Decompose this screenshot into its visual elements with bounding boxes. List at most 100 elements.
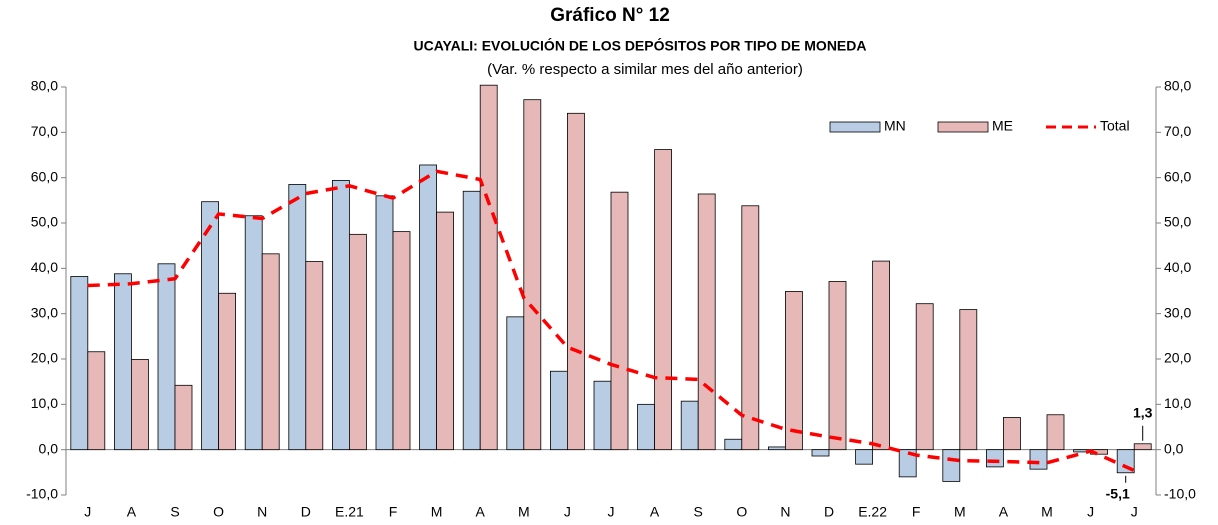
x-tick-label: F: [389, 504, 398, 520]
y2-tick-label: 0,0: [1164, 440, 1184, 456]
bar: [479, 84, 498, 451]
bar: [114, 273, 132, 451]
x-tick-label: S: [694, 504, 703, 520]
x-tick-label: J: [1087, 504, 1094, 520]
bar: [828, 281, 847, 451]
bar: [593, 380, 612, 451]
bar: [915, 303, 934, 451]
y-tick-label: 10,0: [31, 395, 58, 411]
bar: [898, 449, 917, 478]
legend-swatch: [937, 121, 989, 133]
x-tick-label: M: [954, 504, 966, 520]
x-tick-label: J: [564, 504, 571, 520]
bar: [348, 233, 367, 451]
bar: [130, 359, 149, 451]
bar: [855, 449, 873, 465]
chart-subtitle: UCAYALI: EVOLUCIÓN DE LOS DEPÓSITOS POR …: [414, 37, 867, 54]
x-tick-label: D: [824, 504, 834, 520]
bar: [654, 149, 672, 451]
bar: [741, 205, 760, 451]
data-label: 1,3: [1133, 404, 1153, 420]
bar: [1046, 414, 1065, 451]
bar: [637, 403, 655, 451]
x-tick-label: J: [84, 504, 91, 520]
x-tick-label: J: [1131, 504, 1138, 520]
bar: [872, 260, 890, 451]
x-tick-label: D: [301, 504, 311, 520]
bar: [506, 316, 525, 451]
bar: [392, 231, 411, 451]
bar: [70, 276, 89, 451]
bar: [174, 384, 193, 451]
bar: [261, 253, 280, 451]
bar: [462, 190, 481, 451]
bar: [724, 438, 743, 451]
x-tick-label: O: [213, 504, 224, 520]
bar: [986, 449, 1004, 468]
bar: [1003, 417, 1021, 451]
data-label: -5,1: [1106, 485, 1130, 501]
y-tick-label: 60,0: [31, 168, 58, 184]
bar: [244, 215, 263, 451]
total-line: [87, 169, 1135, 473]
y2-tick-label: 30,0: [1164, 304, 1191, 320]
bar: [680, 400, 699, 451]
bar: [375, 195, 394, 451]
x-tick-label: A: [476, 504, 486, 520]
x-tick-label: M: [518, 504, 530, 520]
x-tick-label: E.21: [335, 504, 364, 520]
x-tick-label: A: [650, 504, 660, 520]
bar: [959, 309, 978, 451]
bar: [785, 291, 803, 451]
x-tick-label: E.22: [858, 504, 887, 520]
y-tick-label: 30,0: [31, 304, 58, 320]
y-tick-label: 80,0: [31, 78, 58, 94]
x-tick-label: A: [127, 504, 137, 520]
legend-label: Total: [1100, 118, 1130, 134]
y2-tick-label: 60,0: [1164, 168, 1191, 184]
y-tick-label: 20,0: [31, 350, 58, 366]
bar: [201, 201, 220, 451]
y-tick-label: -10,0: [26, 486, 58, 502]
chart-note: (Var. % respecto a similar mes del año a…: [487, 61, 803, 78]
bar: [768, 446, 786, 451]
x-tick-label: N: [257, 504, 267, 520]
x-tick-label: S: [170, 504, 179, 520]
x-tick-label: M: [1041, 504, 1053, 520]
bar: [288, 184, 307, 451]
y-tick-label: 50,0: [31, 214, 58, 230]
y-tick-label: 40,0: [31, 259, 58, 275]
bar: [331, 179, 350, 451]
bar: [1029, 449, 1048, 470]
bar: [942, 449, 961, 482]
x-tick-label: O: [736, 504, 747, 520]
y2-tick-label: 70,0: [1164, 123, 1191, 139]
chart-title: Gráfico N° 12: [550, 5, 670, 26]
bar: [157, 263, 176, 451]
x-tick-label: J: [608, 504, 615, 520]
x-tick-label: A: [999, 504, 1009, 520]
x-tick-label: M: [431, 504, 443, 520]
bar: [218, 292, 237, 451]
bar: [419, 164, 438, 451]
y2-tick-label: 80,0: [1164, 78, 1191, 94]
bar: [567, 112, 585, 451]
bar: [811, 449, 830, 457]
x-tick-label: N: [780, 504, 790, 520]
bar: [87, 351, 106, 451]
y2-tick-label: 40,0: [1164, 259, 1191, 275]
y2-tick-label: 50,0: [1164, 214, 1191, 230]
bar: [550, 370, 568, 451]
bar: [523, 99, 542, 451]
bar: [697, 193, 716, 451]
legend-swatch: [829, 121, 881, 133]
bar: [1133, 443, 1152, 451]
y2-tick-label: 10,0: [1164, 395, 1191, 411]
y-tick-label: 70,0: [31, 123, 58, 139]
bar: [305, 261, 324, 451]
bar: [436, 211, 455, 451]
x-tick-label: F: [912, 504, 921, 520]
y2-tick-label: -10,0: [1164, 486, 1196, 502]
legend-label: ME: [992, 118, 1013, 134]
